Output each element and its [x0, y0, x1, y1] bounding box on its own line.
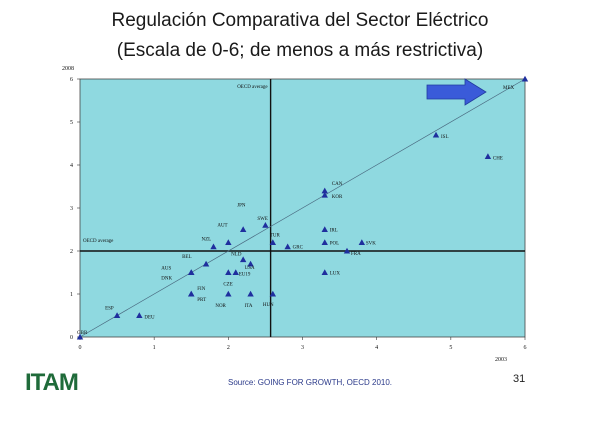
point-kor: [321, 191, 328, 198]
point-svk: [358, 239, 366, 245]
point-swe: [262, 222, 269, 228]
point-grc: [284, 243, 291, 250]
x-axis-label: 2003: [495, 357, 507, 363]
x-tick-label: 5: [449, 345, 452, 351]
y-tick-label: 5: [70, 120, 73, 126]
point-jpn: [239, 226, 247, 233]
y-tick-label: 4: [70, 163, 73, 169]
point-label-deu: DEU: [144, 316, 155, 321]
y-tick-label: 0: [70, 335, 73, 341]
reference-line-label-vertical: OECD average: [237, 85, 268, 90]
itam-logo: ITAM: [25, 369, 79, 396]
y-tick-label: 1: [70, 292, 73, 298]
reference-line-label-horizontal: OECD average: [83, 239, 114, 244]
point-label-cze: CZE: [223, 283, 232, 288]
point-cze: [225, 269, 232, 276]
y-axis-label: 2008: [62, 66, 74, 72]
point-label-svk: SVK: [366, 241, 376, 246]
point-label-nzl: NZL: [202, 238, 212, 243]
point-label-dnk: DNK: [161, 277, 172, 282]
x-tick-label: 2: [227, 345, 230, 351]
point-lux: [321, 269, 328, 276]
page-number: 31: [513, 373, 526, 385]
point-prt: [188, 290, 195, 297]
point-label-nld: NLD: [231, 253, 242, 258]
slide-subtitle: (Escala de 0-6; de menos a más restricti…: [116, 40, 484, 61]
point-label-isl: ISL: [441, 135, 449, 140]
point-label-nor: NOR: [215, 304, 226, 309]
point-irl: [321, 226, 328, 233]
point-label-swe: SWE: [257, 217, 268, 222]
trend-line: [79, 78, 526, 338]
point-aut: [225, 239, 232, 245]
point-fra: [343, 247, 351, 254]
point-label-hun: HUN: [263, 303, 274, 308]
point-label-mex: MEX: [503, 86, 515, 91]
point-label-tur: TUR: [270, 233, 281, 238]
point-label-aus: AUS: [161, 267, 171, 272]
point-label-pol: POL: [330, 241, 339, 246]
point-usa: [247, 260, 254, 267]
slide-title: Regulación Comparativa del Sector Eléctr…: [111, 10, 489, 31]
point-eu19: [232, 269, 239, 276]
point-label-ita: ITA: [245, 304, 253, 309]
point-label-fra: FRA: [351, 252, 361, 257]
point-can: [321, 187, 328, 194]
point-label-esp: ESP: [105, 307, 114, 312]
point-gbr: [76, 333, 84, 340]
point-label-fin: FIN: [197, 287, 205, 292]
point-label-gbr: GBR: [77, 331, 88, 336]
point-pol: [321, 239, 328, 245]
y-tick-label: 6: [70, 77, 73, 83]
point-dnk: [188, 269, 195, 276]
point-nld: [239, 256, 247, 263]
point-label-bel: BEL: [182, 255, 191, 260]
point-che: [484, 153, 492, 159]
point-mex: [521, 75, 529, 82]
point-nor: [225, 290, 232, 297]
annotation-arrow: [426, 78, 487, 106]
point-nzl: [210, 243, 217, 250]
point-deu: [136, 312, 143, 319]
x-tick-label: 0: [79, 345, 82, 351]
point-ita: [247, 290, 254, 297]
point-label-grc: GRC: [293, 246, 304, 251]
point-label-irl: IRL: [330, 229, 338, 234]
point-tur: [269, 239, 277, 245]
source-note: Source: GOING FOR GROWTH, OECD 2010.: [228, 378, 393, 387]
point-label-prt: PRT: [197, 298, 206, 303]
point-label-usa: USA: [245, 266, 255, 271]
point-label-lux: LUX: [330, 272, 341, 277]
point-bel: [202, 260, 210, 267]
y-tick-label: 3: [70, 206, 73, 212]
x-tick-label: 3: [301, 345, 304, 351]
point-isl: [432, 131, 440, 138]
point-label-aut: AUT: [217, 223, 227, 228]
point-esp: [113, 312, 121, 319]
x-tick-label: 4: [375, 345, 378, 351]
point-hun: [269, 290, 277, 297]
point-label-eu19: EU19: [239, 273, 251, 278]
point-label-che: CHE: [493, 156, 503, 161]
point-label-can: CAN: [332, 182, 343, 187]
x-tick-label: 1: [153, 345, 156, 351]
x-tick-label: 6: [524, 345, 527, 351]
y-tick-label: 2: [70, 249, 73, 255]
point-label-kor: KOR: [332, 195, 343, 200]
point-label-jpn: JPN: [237, 204, 246, 209]
